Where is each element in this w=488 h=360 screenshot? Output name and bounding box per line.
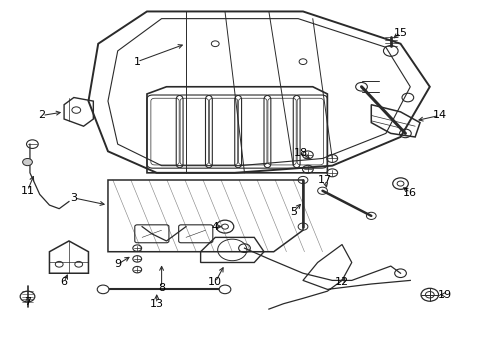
Circle shape — [97, 285, 109, 294]
Text: 10: 10 — [208, 277, 222, 287]
Text: 14: 14 — [431, 111, 446, 121]
Text: 19: 19 — [436, 290, 450, 300]
Text: 8: 8 — [158, 283, 165, 293]
Text: 5: 5 — [289, 207, 296, 217]
Circle shape — [219, 285, 230, 294]
Text: 16: 16 — [403, 188, 416, 198]
Text: 1: 1 — [133, 57, 141, 67]
Circle shape — [22, 158, 32, 166]
Text: 3: 3 — [70, 193, 77, 203]
Text: 2: 2 — [39, 111, 45, 121]
Text: 11: 11 — [20, 186, 35, 196]
Text: 9: 9 — [114, 259, 121, 269]
Text: 7: 7 — [24, 297, 31, 307]
Text: 6: 6 — [61, 277, 67, 287]
Text: 4: 4 — [211, 222, 218, 231]
Text: 17: 17 — [317, 175, 331, 185]
Text: 18: 18 — [293, 148, 307, 158]
Text: 13: 13 — [149, 299, 163, 309]
Text: 15: 15 — [393, 28, 407, 38]
Text: 12: 12 — [334, 277, 348, 287]
